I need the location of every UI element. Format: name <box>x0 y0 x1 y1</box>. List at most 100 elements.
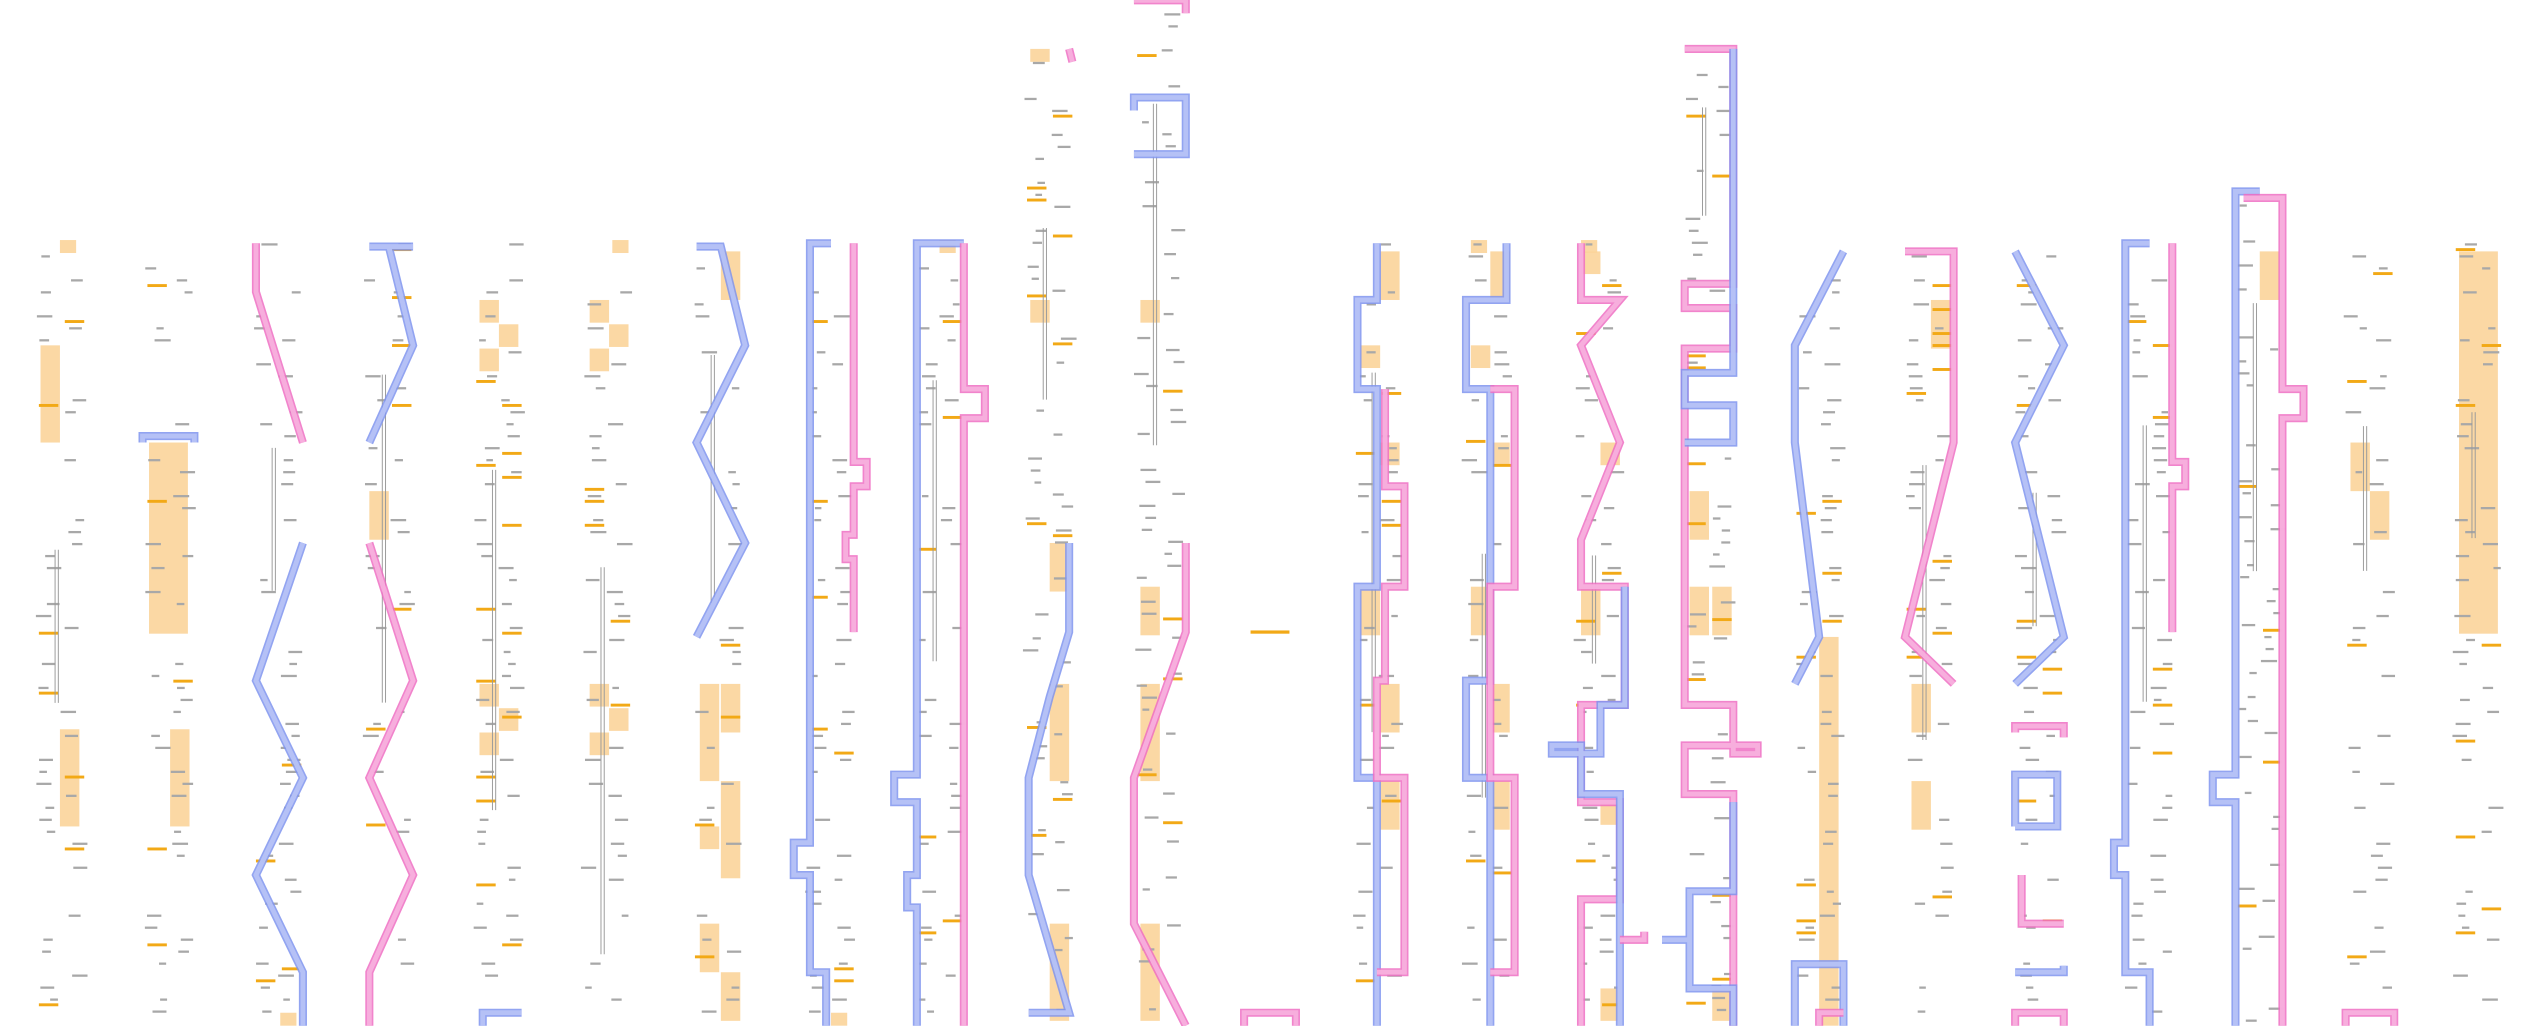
label-mark <box>364 483 377 486</box>
orange-dash <box>584 499 605 503</box>
label-mark <box>1167 924 1181 927</box>
label-mark <box>2237 264 2253 267</box>
label-mark <box>182 507 196 510</box>
orange-dash <box>1052 342 1073 346</box>
label-mark <box>2352 638 2361 642</box>
label-mark <box>1584 399 1598 402</box>
orange-dash <box>476 463 496 467</box>
label-mark <box>1168 540 1184 543</box>
label-mark <box>1057 145 1071 149</box>
label-mark <box>1172 636 1185 639</box>
label-mark <box>2463 291 2477 294</box>
label-mark <box>2378 267 2388 270</box>
label-mark <box>1022 649 1039 652</box>
orange-dash <box>1163 617 1183 621</box>
label-mark <box>1385 794 1397 797</box>
label-mark <box>291 734 300 738</box>
label-mark <box>1832 291 1840 294</box>
label-mark <box>2345 411 2362 414</box>
label-mark <box>38 686 49 690</box>
orange-dash <box>1381 523 1402 527</box>
label-mark <box>920 842 929 845</box>
label-mark <box>924 938 933 941</box>
orange-block <box>1911 683 1931 733</box>
label-mark <box>2157 638 2172 642</box>
orange-dash <box>147 847 167 851</box>
label-mark <box>2482 998 2498 1001</box>
orange-dash <box>1932 308 1952 311</box>
label-mark <box>2270 863 2284 866</box>
orange-dash <box>502 403 522 407</box>
label-mark <box>1380 518 1395 522</box>
orange-dash <box>1712 977 1732 981</box>
label-mark <box>583 650 597 654</box>
label-mark <box>2237 372 2250 375</box>
label-mark <box>1382 734 1389 738</box>
label-mark <box>580 866 597 869</box>
label-mark <box>71 279 83 282</box>
label-mark <box>949 782 958 785</box>
label-mark <box>2376 614 2389 618</box>
label-mark <box>940 518 953 522</box>
label-mark <box>262 1010 272 1013</box>
orange-dash <box>64 847 85 851</box>
label-mark <box>2016 626 2033 630</box>
label-mark <box>2023 686 2038 690</box>
label-mark <box>507 866 521 869</box>
orange-dash <box>2152 703 2173 707</box>
label-mark <box>1829 279 1841 282</box>
label-mark <box>1391 722 1404 726</box>
label-mark <box>1585 243 1593 246</box>
label-mark <box>1685 97 1698 101</box>
orange-block <box>589 348 610 372</box>
label-mark <box>2150 854 2167 857</box>
label-mark <box>65 794 77 797</box>
orange-block <box>1689 491 1709 540</box>
orange-dash <box>916 547 937 551</box>
route-outline <box>692 242 750 639</box>
label-mark <box>2124 986 2138 989</box>
label-mark <box>1165 145 1176 148</box>
route-outline <box>959 243 989 1026</box>
label-mark <box>838 962 848 965</box>
label-mark <box>285 770 299 773</box>
label-mark <box>2243 240 2256 243</box>
label-mark <box>609 638 625 642</box>
orange-block <box>1490 683 1510 733</box>
label-mark <box>40 986 55 989</box>
label-mark <box>617 854 627 857</box>
label-mark <box>1712 553 1720 556</box>
orange-dash <box>502 715 522 719</box>
label-mark <box>2460 423 2473 426</box>
label-mark <box>1356 926 1364 929</box>
label-mark <box>925 387 936 390</box>
label-mark <box>2343 315 2358 318</box>
label-mark <box>2028 387 2036 390</box>
orange-dash <box>2152 415 2173 419</box>
label-mark <box>176 686 185 690</box>
label-mark <box>1038 829 1046 832</box>
label-mark <box>43 938 53 941</box>
route <box>2019 875 2064 927</box>
label-mark <box>1914 902 1926 905</box>
orange-dash <box>1822 571 1842 575</box>
orange-dash <box>1466 859 1486 863</box>
label-mark <box>942 507 956 510</box>
label-mark <box>2247 719 2259 723</box>
label-mark <box>499 758 514 762</box>
label-mark <box>75 518 85 522</box>
label-mark <box>260 986 270 989</box>
route <box>843 243 870 633</box>
label-mark <box>949 746 959 750</box>
label-mark <box>2154 890 2166 893</box>
label-mark <box>2455 554 2470 558</box>
label-mark <box>2262 899 2276 902</box>
route <box>2169 243 2188 633</box>
label-mark <box>806 866 821 869</box>
label-mark <box>484 483 495 486</box>
label-mark <box>2460 698 2470 702</box>
label-mark <box>1062 661 1071 664</box>
orange-dash <box>942 415 963 419</box>
label-mark <box>611 363 627 366</box>
label-mark <box>1724 972 1733 976</box>
